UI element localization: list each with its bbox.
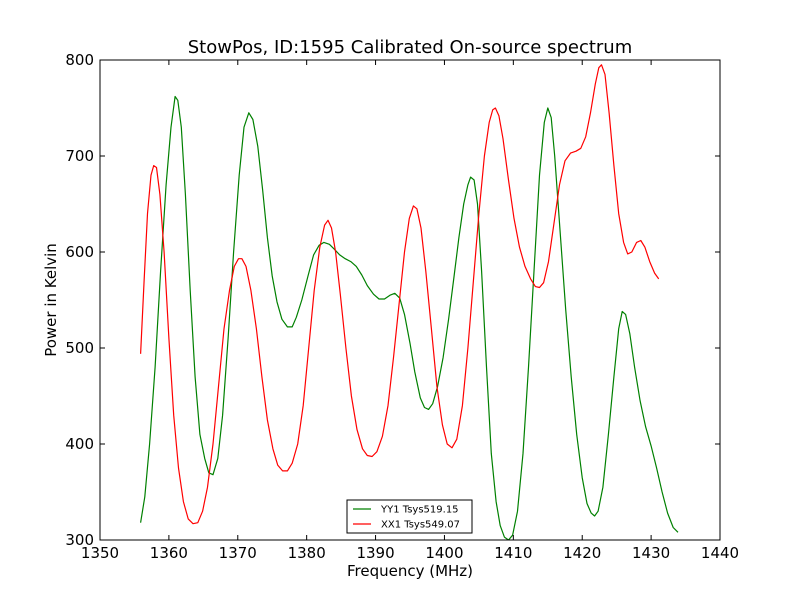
y-tick-label: 800: [65, 51, 94, 69]
x-axis: 1350 1360 1370 1380 1390 1400 1410 1420 1430 1440: [81, 60, 739, 562]
x-tick-label: 1360: [150, 544, 188, 562]
x-tick-label: 1370: [219, 544, 257, 562]
legend-box: [346, 499, 473, 534]
legend: YY1 Tsys519.15 XX1 Tsys549.07: [346, 499, 473, 534]
plot-frame: [99, 59, 721, 541]
y-axis-label: Power in Kelvin: [42, 243, 60, 357]
x-tick-label: 1440: [701, 544, 739, 562]
y-tick-label: 700: [65, 147, 94, 165]
x-tick-label: 1410: [494, 544, 532, 562]
x-axis-label: Frequency (MHz): [347, 562, 473, 580]
y-tick-label: 300: [65, 531, 94, 549]
chart-title: StowPos, ID:1595 Calibrated On-source sp…: [188, 37, 633, 58]
y-tick-label: 600: [65, 243, 94, 261]
series-line-0: [140, 95, 679, 540]
series-layer: [140, 64, 679, 540]
x-tick-label: 1380: [288, 544, 326, 562]
legend-label-0: YY1 Tsys519.15: [380, 505, 459, 516]
y-tick-label: 500: [65, 339, 94, 357]
x-tick-label: 1420: [563, 544, 601, 562]
x-tick-label: 1430: [632, 544, 670, 562]
x-tick-label: 1400: [425, 544, 463, 562]
legend-label-1: XX1 Tsys549.07: [381, 520, 460, 531]
x-tick-label: 1350: [81, 544, 119, 562]
series-line-1: [140, 64, 660, 525]
x-tick-label: 1390: [356, 544, 394, 562]
y-tick-label: 400: [65, 435, 94, 453]
y-axis: 300 400 500 600 700 800: [65, 51, 720, 549]
